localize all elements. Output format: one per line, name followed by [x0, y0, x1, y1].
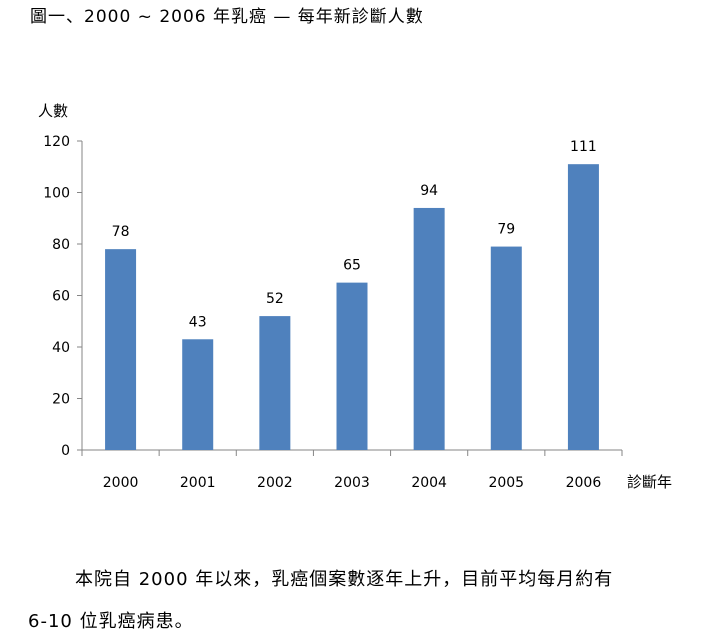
paragraph-line-2: 6-10 位乳癌病患。: [28, 611, 194, 632]
y-axis-title: 人數: [38, 102, 68, 120]
bar-2006: [567, 164, 599, 451]
bar-2003: [336, 282, 368, 450]
bars: [105, 164, 599, 451]
x-tick-label: 2001: [180, 475, 216, 491]
bar-chart: 0 20 40 60 80 100 120 2000 2001 2002 2003 2004 2005…: [38, 102, 672, 491]
data-label-2002: 52: [266, 291, 284, 307]
bar-2004: [413, 207, 445, 450]
figure-title: 圖一、2000 ~ 2006 年乳癌 — 每年新診斷人數: [30, 7, 424, 27]
y-tick-label: 100: [43, 186, 70, 202]
bar-2001: [182, 339, 214, 450]
x-tick-label: 2006: [566, 475, 602, 491]
data-label-2004: 94: [420, 183, 438, 199]
x-tick-label: 2005: [488, 475, 524, 491]
y-tick-label: 40: [52, 340, 70, 356]
y-axis: 0 20 40 60 80 100 120: [43, 134, 83, 459]
x-axis-title: 診斷年: [627, 473, 672, 491]
x-tick-label: 2003: [334, 475, 370, 491]
data-label-2006: 111: [570, 139, 597, 155]
y-tick-label: 80: [52, 237, 70, 253]
bar-2000: [105, 249, 137, 450]
y-tick-label: 60: [52, 289, 70, 305]
paragraph-line-1: 本院自 2000 年以來，乳癌個案數逐年上升，目前平均每月約有: [75, 569, 614, 590]
data-label-2003: 65: [343, 258, 361, 274]
y-tick-label: 20: [52, 392, 70, 408]
data-label-2000: 78: [112, 224, 130, 240]
data-label-2005: 79: [497, 222, 515, 238]
bar-2002: [259, 316, 291, 450]
y-tick-label: 120: [43, 134, 70, 150]
data-labels: 78 43 52 65 94 79 111: [112, 139, 597, 330]
y-tick-label: 0: [61, 443, 70, 459]
x-tick-label: 2002: [257, 475, 293, 491]
data-label-2001: 43: [189, 314, 207, 330]
x-axis: 2000 2001 2002 2003 2004 2005 2006: [81, 449, 623, 491]
x-tick-label: 2004: [411, 475, 447, 491]
bar-2005: [490, 246, 522, 450]
x-tick-label: 2000: [103, 475, 139, 491]
